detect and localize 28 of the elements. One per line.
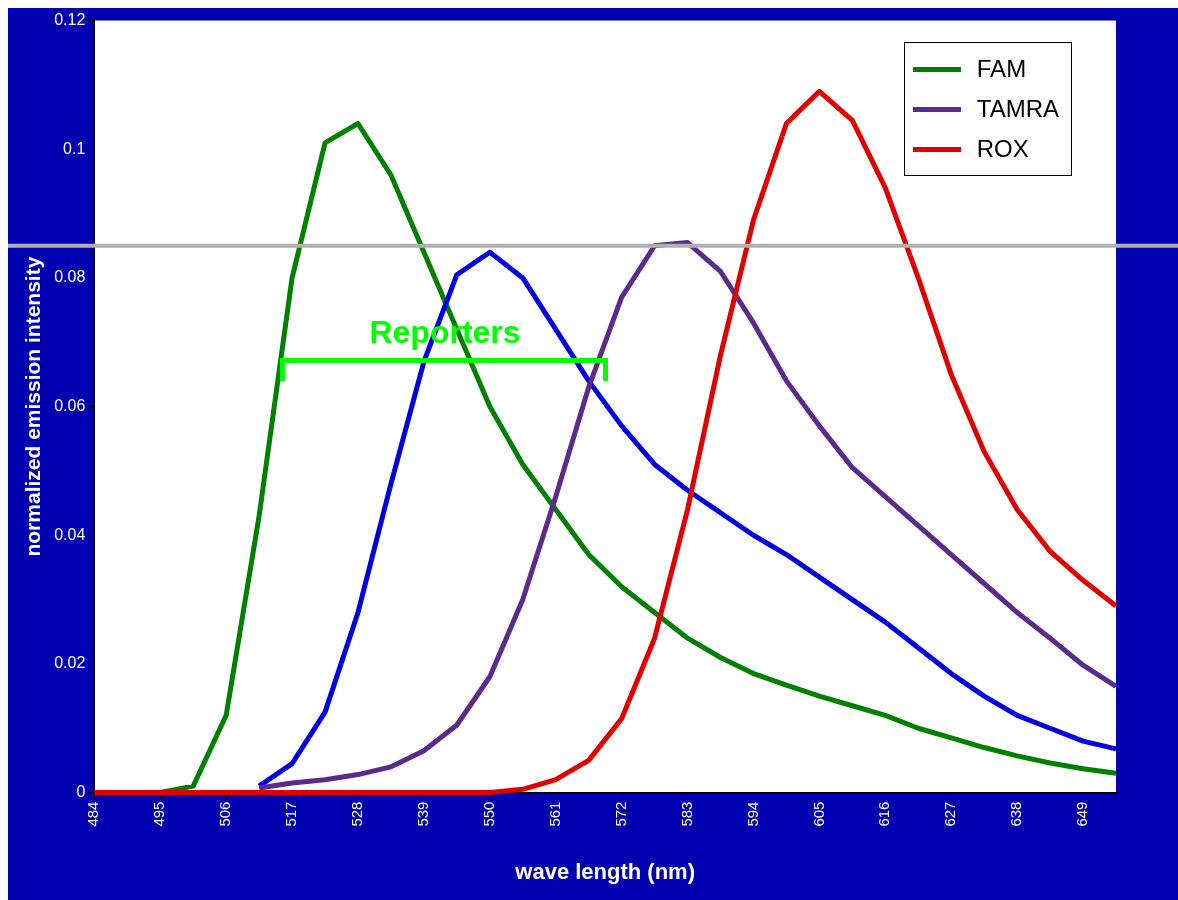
x-tick-label: 627: [941, 801, 959, 827]
x-tick-label: 572: [611, 801, 629, 827]
legend-label: FAM: [976, 55, 1027, 83]
x-tick-label: 517: [282, 801, 300, 827]
y-tick-label: 0.06: [54, 396, 86, 414]
y-tick-label: 0.1: [63, 139, 86, 157]
y-axis-title: normalized emission intensity: [21, 256, 45, 557]
x-tick-label: 550: [479, 801, 497, 827]
x-tick-label: 605: [809, 801, 827, 827]
x-tick-label: 539: [414, 801, 432, 827]
y-tick-label: 0.04: [54, 525, 86, 543]
x-tick-label: 594: [743, 801, 761, 827]
x-tick-label: 528: [348, 801, 366, 827]
legend-label: ROX: [976, 135, 1029, 163]
x-tick-label: 484: [84, 801, 102, 827]
x-axis-title: wave length (nm): [514, 858, 696, 884]
y-tick-label: 0: [76, 782, 86, 800]
x-tick-label: 649: [1073, 801, 1091, 827]
y-tick-label: 0.02: [54, 654, 86, 672]
x-tick-label: 561: [545, 801, 563, 827]
x-tick-label: 583: [677, 801, 695, 827]
x-tick-label: 638: [1007, 801, 1025, 827]
x-tick-label: 506: [216, 801, 234, 827]
x-tick-label: 616: [875, 801, 893, 827]
legend-label: TAMRA: [976, 95, 1059, 123]
x-tick-label: 495: [150, 801, 168, 827]
y-tick-label: 0.08: [54, 268, 86, 286]
y-tick-label: 0.12: [54, 11, 86, 29]
